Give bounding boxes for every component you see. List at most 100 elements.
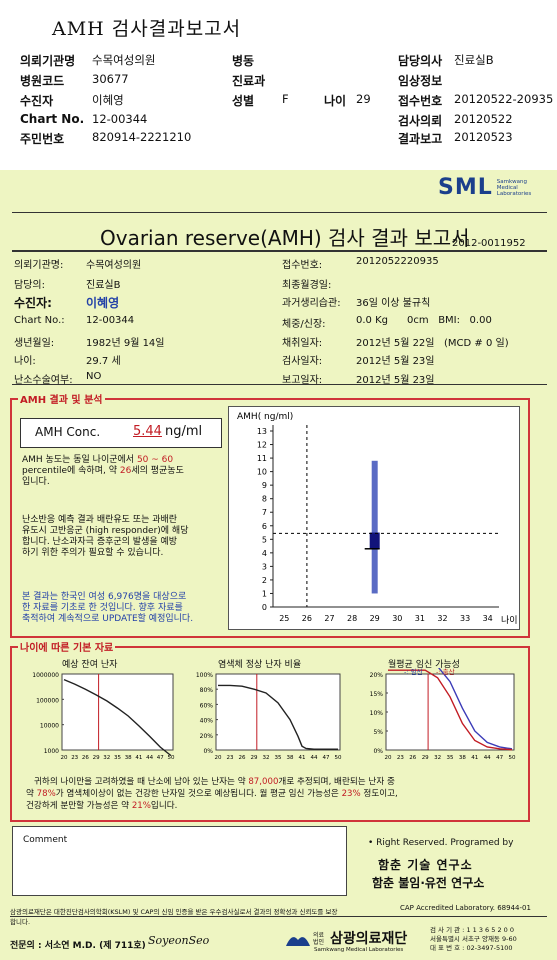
amh-text: percentile에 속하며, 약 [22,466,117,476]
x-tick-label: 41 [471,755,478,761]
source-line: 한 자료를 기초로 한 것입니다. 향후 자료를 [22,603,183,613]
y-tick-label: 6 [262,522,267,531]
summary-text: 개로 추정되며, 배란되는 난자 중 [278,777,395,787]
x-tick-label: 27 [324,614,334,623]
amh-text: AMH 농도는 동일 나이군에서 [22,455,135,465]
series-line [388,669,513,751]
source-line: 축적하여 계속적으로 UPDATE할 예정입니다. [22,614,194,624]
info-key: 검사일자: [282,356,323,367]
x-tick-label: 20 [385,755,392,761]
header-key: 결과보고 [398,132,443,146]
series-line [63,678,172,757]
info-key: 체중/신장: [282,319,326,330]
header-value: 29 [356,92,371,106]
x-tick-label: 26 [82,755,89,761]
amh-text: 세의 평균농도 [131,466,184,476]
divider [12,384,547,385]
header-key: 나이 [324,94,347,108]
info-value: 29.7 세 [86,356,121,367]
x-tick-label: 20 [61,755,68,761]
contact-line: 대 표 번 호 : 02-3497-5100 [430,944,513,952]
x-tick-label: 44 [484,755,491,761]
comment-box: Comment [12,826,347,896]
info-key: 나이: [14,356,36,367]
x-tick-label: 32 [437,614,447,623]
y-tick-label: 20% [370,672,384,679]
y-tick-label: 100000 [36,697,59,704]
x-tick-label: 41 [135,755,142,761]
amh-conc-box: AMH Conc. 5.44 ng/ml [20,418,222,448]
foundation-en: Samkwang Medical Laboratories [314,947,404,953]
doctor-name: 전문의 : 서소연 M.D. (제 711호) [10,941,146,951]
delivery-rate-value: 21% [131,801,151,811]
prediction-line: 난소반응 예측 결과 배란유도 또는 과배란 [22,515,178,525]
info-key: 최종월경일: [282,280,332,291]
y-tick-label: 40% [200,718,214,725]
legend-delivery: -: 출산 [436,668,455,676]
rights-text: • Right Reserved. Programed by [368,838,514,848]
x-tick-label: 47 [157,755,164,761]
prediction-line: 합니다. 난소과자극 증후군의 발생을 예방 [22,537,178,547]
header-key: 검사의뢰 [398,114,443,128]
institute-2: 함춘 불임·유전 연구소 [372,876,485,890]
x-axis-label: 나이 [501,615,518,626]
contact-line: 서울특별시 서초구 양재동 9-60 [430,935,517,943]
x-tick-label: 38 [287,755,294,761]
y-tick-label: 20% [200,733,214,740]
logo-text: SML [438,175,493,200]
y-tick-label: 80% [200,687,214,694]
header-value: 수목여성의원 [92,53,156,67]
cert-text: 삼광의료재단은 대한진단검사의학회(KSLM) 및 CAP의 신임 인증을 받은… [10,908,338,926]
normal-eggs-chart: 100% 80% 60% 40% 20% 0%20 23 26 29 32 35 38 41 44 47 50 [196,672,342,761]
x-tick-label: 50 [509,755,516,761]
x-tick-label: 20 [215,755,222,761]
info-value: NO [86,371,102,382]
prediction-line: 유도시 고반응군 (high responder)에 해당 [22,526,189,536]
box-range [371,460,378,594]
y-tick-label: 8 [262,495,267,504]
prediction-line: 하기 위한 주의가 필요할 수 있습니다. [22,548,164,558]
header-key: 접수번호 [398,94,443,108]
x-tick-label: 35 [275,755,282,761]
x-tick-label: 29 [251,755,258,761]
x-tick-label: 32 [103,755,110,761]
foundation-name: 삼광의료재단 [330,931,408,947]
info-key: 담당의: [14,280,45,291]
legend-pregnancy: -: 임신 [404,668,423,676]
y-tick-label: 60% [200,702,214,709]
info-value: 0.0 Kg 0cm BMI: 0.00 [356,315,492,326]
x-tick-label: 38 [125,755,132,761]
info-key: 채취일자: [282,338,323,349]
sml-logo: SML Samkwang Medical Laboratories [438,175,531,200]
y-tick-label: 10 [257,468,267,477]
y-tick-label: 9 [262,481,267,490]
y-tick-label: 12 [257,441,267,450]
report-number: 2012-0011952 [452,238,526,249]
header-value: 12-00344 [92,112,148,126]
comment-label: Comment [23,835,68,845]
amh-conc-label: AMH Conc. [35,425,101,439]
logo-sub-1: Samkwang [496,178,528,185]
amh-conc-value: 5.44 [133,424,162,439]
y-tick-label: 7 [262,508,267,517]
amh-section [10,398,530,638]
age-section-title: 나이에 따른 기본 자료 [18,639,116,654]
summary-text: 귀하의 나이만을 고려하였을 때 난소에 남아 있는 난자는 약 [34,777,246,787]
y-tick-label: 0% [203,748,213,755]
y-tick-label: 4 [262,549,267,558]
header-key: 수진자 [20,94,54,108]
header-value: 820914-2221210 [92,130,192,144]
chart-title-normal: 염색체 정상 난자 비율 [218,660,302,670]
cap-text: CAP Accredited Laboratory. 68944-01 [400,904,531,912]
info-key: 과거생리습관: [282,298,341,309]
y-tick-label: 3 [262,562,267,571]
pregnancy-rate-value: 23% [341,789,361,799]
summary-text: 가 염색체이상이 없는 건강한 난자일 것으로 예상됩니다. 월 평균 임신 가… [55,789,339,799]
box-iqr [369,532,380,549]
x-tick-label: 23 [397,755,404,761]
x-tick-label: 25 [279,614,289,623]
y-tick-label: 0 [262,603,267,612]
summary-text: 입니다. [150,801,178,811]
x-tick-label: 23 [227,755,234,761]
series-line [218,684,338,750]
